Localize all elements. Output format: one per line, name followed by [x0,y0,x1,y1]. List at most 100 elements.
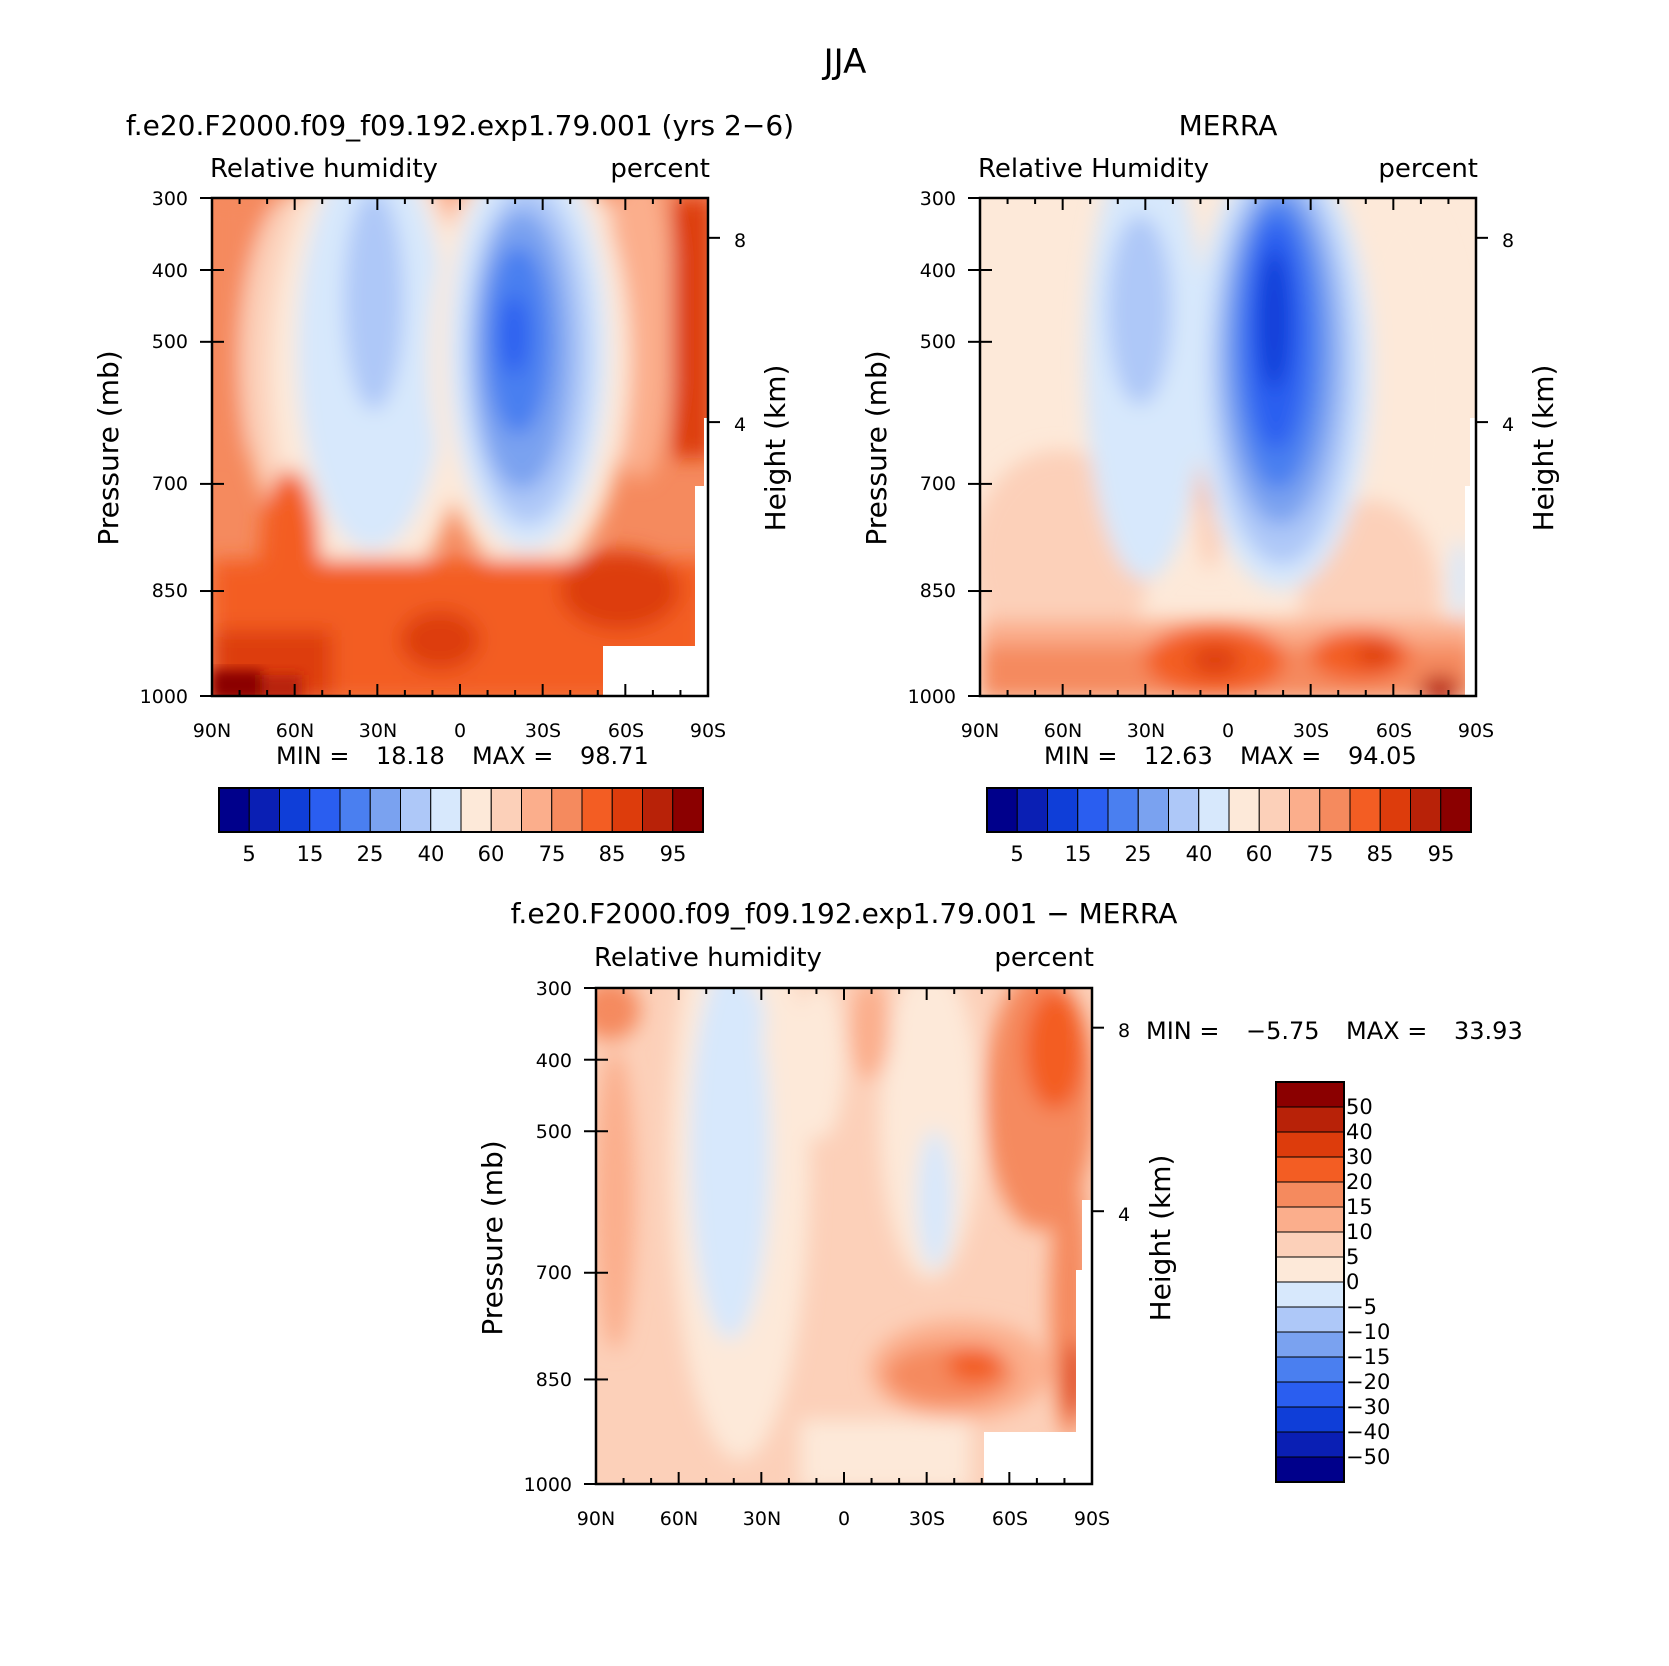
min-value: 18.18 [376,742,445,770]
height-tick-label: 8 [734,230,746,252]
colorbar-label: −5 [1346,1295,1377,1319]
y-tick-label: 400 [152,260,188,282]
variable-label: Relative humidity [210,154,438,184]
colorbar-swatch [1275,1381,1345,1408]
height-axis-label: Height (km) [1527,365,1560,532]
y-tick-label: 300 [152,188,188,210]
y-tick-label: 700 [536,1262,572,1284]
height-tick-label: 8 [1118,1020,1130,1042]
colorbar-label: 40 [1346,1120,1373,1144]
colorbar-label: 95 [1428,842,1455,866]
min-value: 12.63 [1144,742,1213,770]
x-tick-label: 30S [1293,720,1329,742]
y-tick-label: 300 [920,188,956,210]
height-tick-label: 8 [1502,230,1514,252]
x-tick-label: 60N [1044,720,1082,742]
colorbar-label: 25 [357,842,384,866]
colorbar-label: 75 [539,842,566,866]
panel-difference: f.e20.F2000.f09_f09.192.exp1.79.001 − ME… [476,897,1523,1530]
x-tick-label: 0 [1222,720,1234,742]
x-tick-label: 90N [961,720,999,742]
height-axis-label: Height (km) [759,365,792,532]
x-tick-label: 90S [690,720,726,742]
min-value: −5.75 [1246,1017,1320,1045]
colorbar-swatch [1275,1181,1345,1208]
x-tick-label: 60S [992,1508,1028,1530]
colorbar-label: 30 [1346,1145,1373,1169]
units-label: percent [610,154,710,184]
colorbar-swatch [1275,1156,1345,1183]
colorbar-label: 5 [242,842,255,866]
x-tick-label: 60N [276,720,314,742]
y-tick-label: 1000 [908,686,956,708]
colorbar-swatch [1168,787,1200,833]
colorbar-frame [1275,1081,1345,1483]
colorbar-label: 85 [1367,842,1394,866]
height-tick-label: 4 [1502,414,1514,436]
colorbar-swatch [490,787,522,833]
colorbar-swatch [1275,1431,1345,1458]
colorbar-label: 60 [478,842,505,866]
colorbar-label: 10 [1346,1220,1373,1244]
x-tick-label: 90S [1458,720,1494,742]
colorbar-swatch [581,787,613,833]
y-axis-label: Pressure (mb) [860,350,893,545]
colorbar-swatch [521,787,553,833]
colorbar-swatch [551,787,583,833]
axis-ticks [200,197,720,697]
units-label: percent [994,943,1094,973]
colorbar-swatch [1137,787,1169,833]
colorbar-swatch [1077,787,1109,833]
y-tick-label: 700 [920,473,956,495]
variable-label: Relative Humidity [978,154,1209,184]
colorbar-swatch [1275,1231,1345,1258]
colorbar-swatch [1275,1331,1345,1358]
colorbar [218,787,704,833]
colorbar-label: −15 [1346,1345,1390,1369]
colorbar-swatch [1275,1456,1345,1483]
colorbar-swatch [642,787,674,833]
x-tick-label: 30S [909,1508,945,1530]
colorbar-swatch [1198,787,1230,833]
max-label: MAX = [472,742,553,770]
height-axis-label: Height (km) [1144,1155,1177,1322]
y-tick-label: 850 [920,580,956,602]
colorbar-label: 40 [418,842,445,866]
x-tick-label: 60S [1376,720,1412,742]
max-value: 33.93 [1454,1017,1523,1045]
colorbar-label: 40 [1186,842,1213,866]
height-tick-label: 4 [734,414,746,436]
units-label: percent [1378,154,1478,184]
y-tick-label: 400 [536,1050,572,1072]
variable-label: Relative humidity [594,943,822,973]
page-title: JJA [822,42,867,82]
colorbar-swatch [1275,1356,1345,1383]
min-label: MIN = [1044,742,1117,770]
colorbar-swatch [1258,787,1290,833]
colorbar-swatch [309,787,341,833]
colorbar-label: 50 [1346,1095,1373,1119]
panel-merra: MERRA Relative Humidity percent [860,109,1560,866]
colorbar-label: −20 [1346,1370,1390,1394]
colorbar-swatch [1275,1131,1345,1158]
x-tick-label: 30S [525,720,561,742]
axis-ticks [584,987,1104,1485]
x-tick-label: 90N [577,1508,615,1530]
contour-field [596,988,1092,1484]
colorbar-swatch [248,787,280,833]
colorbar-swatch [339,787,371,833]
y-tick-label: 500 [152,331,188,353]
colorbar-swatch [218,787,250,833]
colorbar-swatch [1275,1406,1345,1433]
y-tick-label: 500 [536,1121,572,1143]
x-tick-label: 30N [1127,720,1165,742]
colorbar-swatch [1275,1281,1345,1308]
colorbar [1275,1081,1345,1483]
y-tick-label: 500 [920,331,956,353]
colorbar-label: 25 [1125,842,1152,866]
colorbar-label: 85 [599,842,626,866]
colorbar-swatch [1349,787,1381,833]
colorbar-swatch [1275,1256,1345,1283]
max-label: MAX = [1346,1017,1427,1045]
y-axis-label: Pressure (mb) [92,350,125,545]
